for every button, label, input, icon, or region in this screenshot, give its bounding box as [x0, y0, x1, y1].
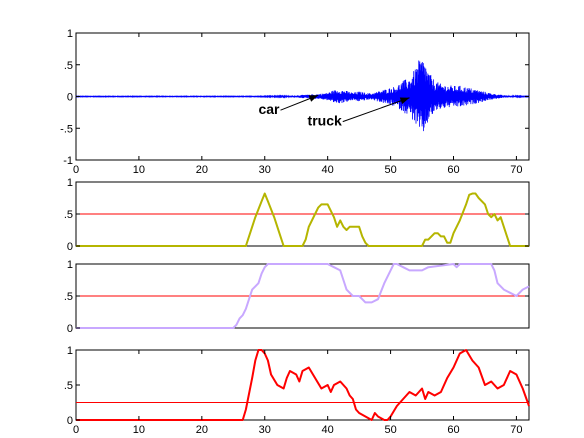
y-tick-label: -1: [63, 155, 73, 167]
y-tick-label: 0: [67, 323, 73, 335]
y-tick-label: -.5: [60, 123, 73, 135]
x-tick-label: 60: [447, 164, 459, 176]
y-tick-label: 1: [67, 345, 73, 357]
x-tick-label: 60: [447, 424, 459, 436]
tick-marks: [76, 181, 529, 247]
series-line-3: [76, 349, 530, 421]
x-tick-labels: 0 10 20 30 40 50 60 70: [73, 164, 523, 176]
panel-waveform: 0 10 20 30 40 50 60 70 -1 -.5 0 .5 1 car truck: [60, 28, 530, 176]
x-tick-label: 70: [510, 424, 522, 436]
annotation-label-car: car: [258, 101, 280, 117]
annotation-car: car: [258, 94, 319, 117]
x-tick-label: 40: [322, 164, 334, 176]
tick-marks: [75, 32, 529, 161]
panel-series-1: 0.51: [64, 177, 530, 253]
x-tick-labels: 0 10 20 30 40 50 60 70: [73, 424, 523, 436]
panel-series-3: 0 10 20 30 40 50 60 70 0.51: [64, 345, 530, 436]
annotation-truck: truck: [308, 97, 410, 129]
series-line-2: [76, 263, 530, 329]
panel-series-2: 0.51: [64, 259, 530, 335]
y-tick-labels: 0.51: [64, 345, 73, 427]
annotation-arrowhead-car: [308, 95, 319, 102]
series-waveform: [75, 60, 530, 132]
axes-frame: [75, 349, 530, 421]
y-tick-label: .5: [64, 291, 73, 303]
y-tick-label: 0: [67, 241, 73, 253]
y-tick-label: 1: [67, 177, 73, 189]
y-tick-labels: 0.51: [64, 259, 73, 335]
x-tick-label: 20: [196, 164, 208, 176]
x-tick-label: 0: [73, 424, 79, 436]
x-tick-label: 10: [133, 424, 145, 436]
y-tick-label: 1: [67, 259, 73, 271]
tick-marks: [76, 263, 529, 329]
x-tick-label: 50: [384, 164, 396, 176]
series-line-1: [76, 192, 529, 247]
x-tick-label: 50: [384, 424, 396, 436]
x-tick-label: 0: [73, 164, 79, 176]
y-tick-label: 0: [67, 92, 73, 104]
y-tick-label: 0: [67, 415, 73, 427]
x-tick-label: 70: [510, 164, 522, 176]
annotation-arrow-truck: [342, 97, 410, 123]
y-tick-label: .5: [64, 60, 73, 72]
y-tick-label: .5: [64, 209, 73, 221]
x-tick-label: 40: [322, 424, 334, 436]
x-tick-label: 20: [196, 424, 208, 436]
y-tick-labels: 0.51: [64, 177, 73, 253]
tick-marks: [75, 349, 529, 421]
x-tick-label: 30: [259, 164, 271, 176]
annotation-label-truck: truck: [308, 113, 342, 129]
y-tick-label: .5: [64, 380, 73, 392]
x-tick-label: 30: [259, 424, 271, 436]
y-tick-label: 1: [67, 28, 73, 40]
x-tick-label: 10: [133, 164, 145, 176]
annotation-arrowhead-truck: [399, 97, 410, 105]
y-tick-labels: -1 -.5 0 .5 1: [60, 28, 73, 167]
